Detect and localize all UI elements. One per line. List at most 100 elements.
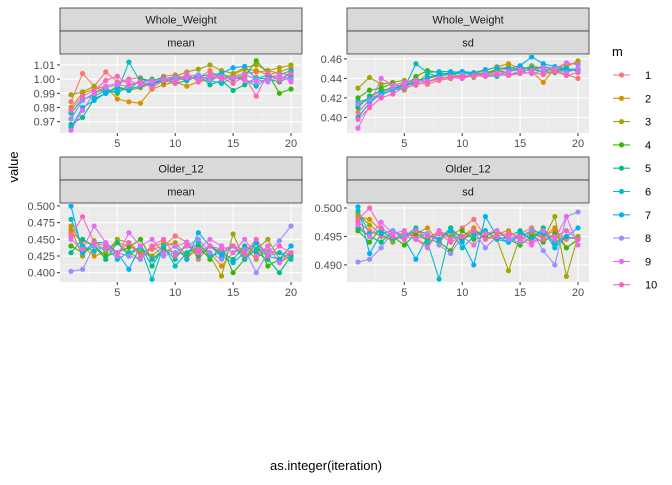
data-point-m6 (436, 276, 442, 282)
data-point-m10 (436, 231, 442, 237)
data-point-m10 (265, 70, 271, 77)
x-tick-label: 15 (514, 138, 526, 150)
x-tick-label: 10 (456, 287, 468, 299)
data-point-m6 (471, 233, 477, 240)
data-point-m10 (253, 93, 259, 99)
data-point-m10 (253, 236, 259, 242)
data-point-m4 (253, 58, 259, 64)
data-point-m4 (563, 245, 570, 251)
legend-label: 10 (645, 280, 657, 292)
data-point-m7 (68, 204, 74, 209)
data-point-m4 (137, 236, 144, 242)
data-point-m10 (540, 236, 546, 242)
strip-bottom-label: mean (167, 38, 195, 50)
data-point-m2 (137, 100, 144, 106)
data-point-m10 (448, 239, 454, 245)
data-point-m4 (366, 87, 373, 93)
data-point-m9 (230, 75, 236, 81)
data-point-m9 (137, 243, 144, 249)
data-point-m8 (366, 256, 373, 262)
data-point-m10 (126, 82, 132, 88)
legend-label: 4 (645, 140, 651, 152)
data-point-m1 (79, 70, 86, 77)
data-point-m10 (540, 71, 546, 78)
data-point-m7 (448, 69, 454, 76)
data-point-m6 (161, 243, 167, 249)
data-point-m9 (575, 242, 581, 248)
data-point-m3 (288, 62, 294, 68)
data-point-m7 (482, 213, 488, 220)
data-point-m5 (276, 270, 283, 276)
data-point-m9 (161, 250, 167, 256)
data-point-m10 (563, 228, 570, 234)
data-point-m10 (366, 105, 373, 111)
data-point-m7 (494, 65, 500, 71)
data-point-m10 (436, 76, 442, 82)
data-point-m10 (242, 73, 248, 79)
data-point-m10 (242, 250, 248, 256)
x-tick-label: 5 (114, 138, 120, 150)
legend-label: 9 (645, 256, 651, 268)
data-point-m9 (288, 79, 294, 85)
data-point-m9 (126, 77, 132, 84)
data-point-m7 (436, 236, 442, 242)
legend-key-point (618, 212, 625, 218)
x-tick-label: 20 (285, 287, 297, 299)
series-group (68, 204, 294, 282)
data-point-m8 (529, 228, 535, 234)
data-point-m6 (288, 256, 294, 262)
legend-title: m (612, 44, 623, 59)
data-point-m2 (218, 263, 225, 269)
data-point-m10 (482, 73, 488, 80)
data-point-m9 (355, 222, 361, 228)
data-point-m10 (184, 243, 190, 249)
data-point-m10 (79, 93, 86, 99)
data-point-m3 (207, 62, 213, 68)
y-tick-label: 0.44 (321, 73, 342, 85)
data-point-m2 (424, 225, 431, 231)
data-point-m3 (563, 273, 570, 279)
data-point-m8 (68, 116, 74, 122)
data-point-m5 (79, 236, 86, 242)
x-tick-label: 20 (285, 138, 297, 150)
data-point-m9 (494, 228, 500, 234)
x-tick-label: 5 (114, 287, 120, 299)
data-point-m10 (79, 214, 86, 220)
legend-entry: 10 (613, 280, 657, 292)
legend-label: 8 (645, 233, 651, 245)
data-point-m9 (424, 245, 431, 251)
data-point-m8 (195, 236, 201, 242)
data-point-m8 (207, 250, 213, 256)
data-point-m9 (366, 233, 373, 240)
data-point-m10 (218, 75, 225, 81)
legend-label: 3 (645, 117, 651, 129)
data-point-m10 (195, 79, 201, 85)
data-point-m7 (424, 74, 431, 81)
data-point-m9 (79, 107, 86, 113)
data-point-m9 (413, 236, 419, 242)
data-point-m10 (207, 72, 213, 78)
data-point-m7 (149, 256, 155, 262)
x-tick-label: 20 (572, 287, 584, 299)
strip-top-label: Whole_Weight (432, 15, 503, 27)
data-point-m5 (79, 114, 86, 120)
data-point-m10 (575, 236, 581, 242)
data-point-m6 (149, 276, 155, 282)
data-point-m10 (161, 77, 167, 84)
data-point-m7 (552, 245, 558, 251)
y-tick-label: 0.495 (314, 231, 342, 243)
data-point-m10 (459, 233, 465, 240)
data-point-m9 (149, 236, 155, 242)
data-point-m7 (195, 230, 201, 236)
data-point-m9 (378, 75, 384, 81)
data-point-m10 (137, 253, 144, 259)
data-point-m10 (424, 233, 431, 240)
data-point-m9 (207, 236, 213, 242)
data-point-m1 (68, 99, 74, 105)
data-point-m9 (482, 231, 488, 237)
data-point-m2 (366, 216, 373, 222)
x-tick-label: 15 (227, 287, 239, 299)
data-point-m3 (505, 268, 512, 274)
data-point-m10 (424, 78, 431, 84)
data-point-m6 (355, 208, 361, 214)
